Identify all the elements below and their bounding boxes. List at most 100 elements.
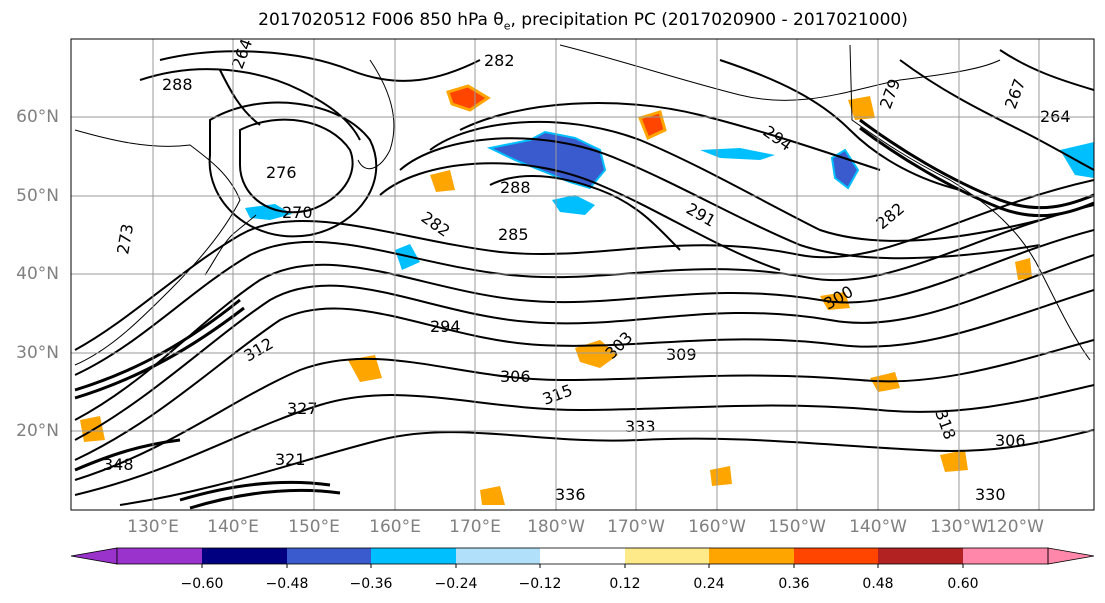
contour-label: 318	[931, 407, 959, 442]
contour-line	[74, 204, 1094, 376]
contour-label: 306	[500, 367, 531, 386]
colorbar-tick-label: 0.60	[947, 576, 979, 592]
contour-label: 348	[103, 455, 134, 474]
contour-label: 288	[162, 75, 193, 94]
contour-line	[379, 162, 781, 271]
precip-blob-positive	[940, 450, 968, 472]
colorbar-tick-label: −0.24	[434, 576, 478, 592]
precip-blob-positive	[348, 355, 382, 382]
contour-line	[179, 480, 331, 502]
colorbar-frame	[116, 547, 1049, 565]
contour-line	[74, 179, 1094, 351]
colorbar-segment	[117, 548, 202, 564]
contour-line	[219, 69, 261, 126]
contour-line	[208, 101, 378, 238]
contour-line	[119, 429, 1094, 506]
contour-line	[999, 49, 1094, 91]
contour-label: 276	[266, 163, 297, 182]
lon-label: 170°W	[607, 517, 665, 537]
contour-line	[74, 229, 1094, 421]
contour-label: 315	[540, 380, 575, 408]
contour-line	[719, 59, 961, 191]
colorbar-segment	[794, 548, 878, 564]
lat-label: 50°N	[16, 186, 59, 206]
precip-blob-negative	[700, 148, 775, 160]
contour-label: 264	[228, 36, 256, 71]
map-frame	[70, 38, 1095, 511]
coastline-north-america	[849, 44, 1091, 361]
lon-label: 160°E	[369, 517, 421, 537]
gridlines	[71, 39, 1094, 510]
contour-label: 312	[241, 334, 277, 366]
colorbar-tick-label: −0.12	[518, 576, 562, 592]
lon-label: 140°W	[849, 517, 907, 537]
colorbar-segment	[456, 548, 540, 564]
lon-label: 150°W	[768, 517, 826, 537]
lon-label: 130°W	[930, 517, 988, 537]
contour-label: 282	[484, 51, 515, 70]
contour-line	[459, 102, 881, 171]
contour-label: 288	[500, 178, 531, 197]
theta-e-front-band	[74, 118, 1094, 510]
lon-label: 160°W	[688, 517, 746, 537]
contour-line	[189, 488, 341, 510]
contour-line	[429, 120, 1041, 242]
precip-blob-positive	[710, 466, 732, 486]
lon-label: 120°W	[986, 517, 1044, 537]
coastline-asia	[74, 129, 241, 366]
coastline-alaska	[559, 44, 1001, 101]
contour-label: 330	[975, 485, 1006, 504]
contour-label: 270	[282, 203, 313, 222]
contour-label: 285	[498, 225, 529, 244]
colorbar-tick-label: −0.60	[180, 576, 224, 592]
precip-blob-negative	[245, 204, 292, 220]
lat-label: 60°N	[16, 107, 59, 127]
contour-line	[74, 339, 1094, 481]
lat-label: 40°N	[16, 264, 59, 284]
lat-label: 30°N	[16, 343, 59, 363]
contour-line	[859, 126, 1094, 218]
colorbar-segment	[625, 548, 709, 564]
colorbar-segment	[963, 548, 1048, 564]
contour-line	[489, 175, 681, 251]
colorbar-tick-label: −0.48	[265, 576, 309, 592]
contour-label: 273	[113, 222, 137, 255]
contour-line	[74, 384, 1094, 496]
contour-label: 309	[666, 345, 697, 364]
contour-label: 327	[287, 399, 318, 418]
title-prefix: 2017020512 F006 850 hPa θ	[258, 10, 504, 30]
precip-blob-positive	[446, 84, 491, 112]
colorbar-segment	[202, 548, 287, 564]
coastline-japan	[204, 214, 257, 276]
contour-label: 279	[876, 76, 904, 111]
contour-label: 321	[275, 450, 306, 469]
contour-line	[239, 118, 354, 214]
map-title: 2017020512 F006 850 hPa θe, precipitatio…	[0, 10, 1105, 32]
colorbar-segment	[878, 548, 963, 564]
colorbar-segment	[709, 548, 794, 564]
lon-label: 170°E	[449, 517, 501, 537]
contour-line	[74, 254, 1094, 441]
lon-label: 150°E	[288, 517, 340, 537]
contour-line	[74, 306, 245, 400]
title-subscript: e	[503, 19, 511, 33]
colorbar-tick-label: 0.48	[862, 576, 894, 592]
lat-label: 20°N	[16, 421, 59, 441]
colorbar-extend-low	[70, 547, 118, 565]
colorbar-tick-label: 0.24	[693, 576, 725, 592]
colorbar-segment	[540, 548, 625, 564]
colorbar-tick-label: 0.36	[778, 576, 810, 592]
precip-blob-positive	[848, 96, 875, 120]
contour-line	[399, 137, 1041, 260]
coastlines	[74, 44, 1091, 366]
contour-line	[159, 50, 481, 82]
lon-label: 140°E	[207, 517, 259, 537]
colorbar-segment	[371, 548, 456, 564]
contour-label: 267	[1001, 76, 1029, 111]
precip-blob-negative	[830, 148, 860, 190]
precip-blob-positive	[480, 486, 505, 505]
colorbar-extend-high	[1047, 547, 1095, 565]
title-suffix: , precipitation PC (2017020900 - 2017021…	[510, 10, 908, 30]
contour-label: 333	[625, 417, 656, 436]
contour-line	[74, 438, 181, 472]
